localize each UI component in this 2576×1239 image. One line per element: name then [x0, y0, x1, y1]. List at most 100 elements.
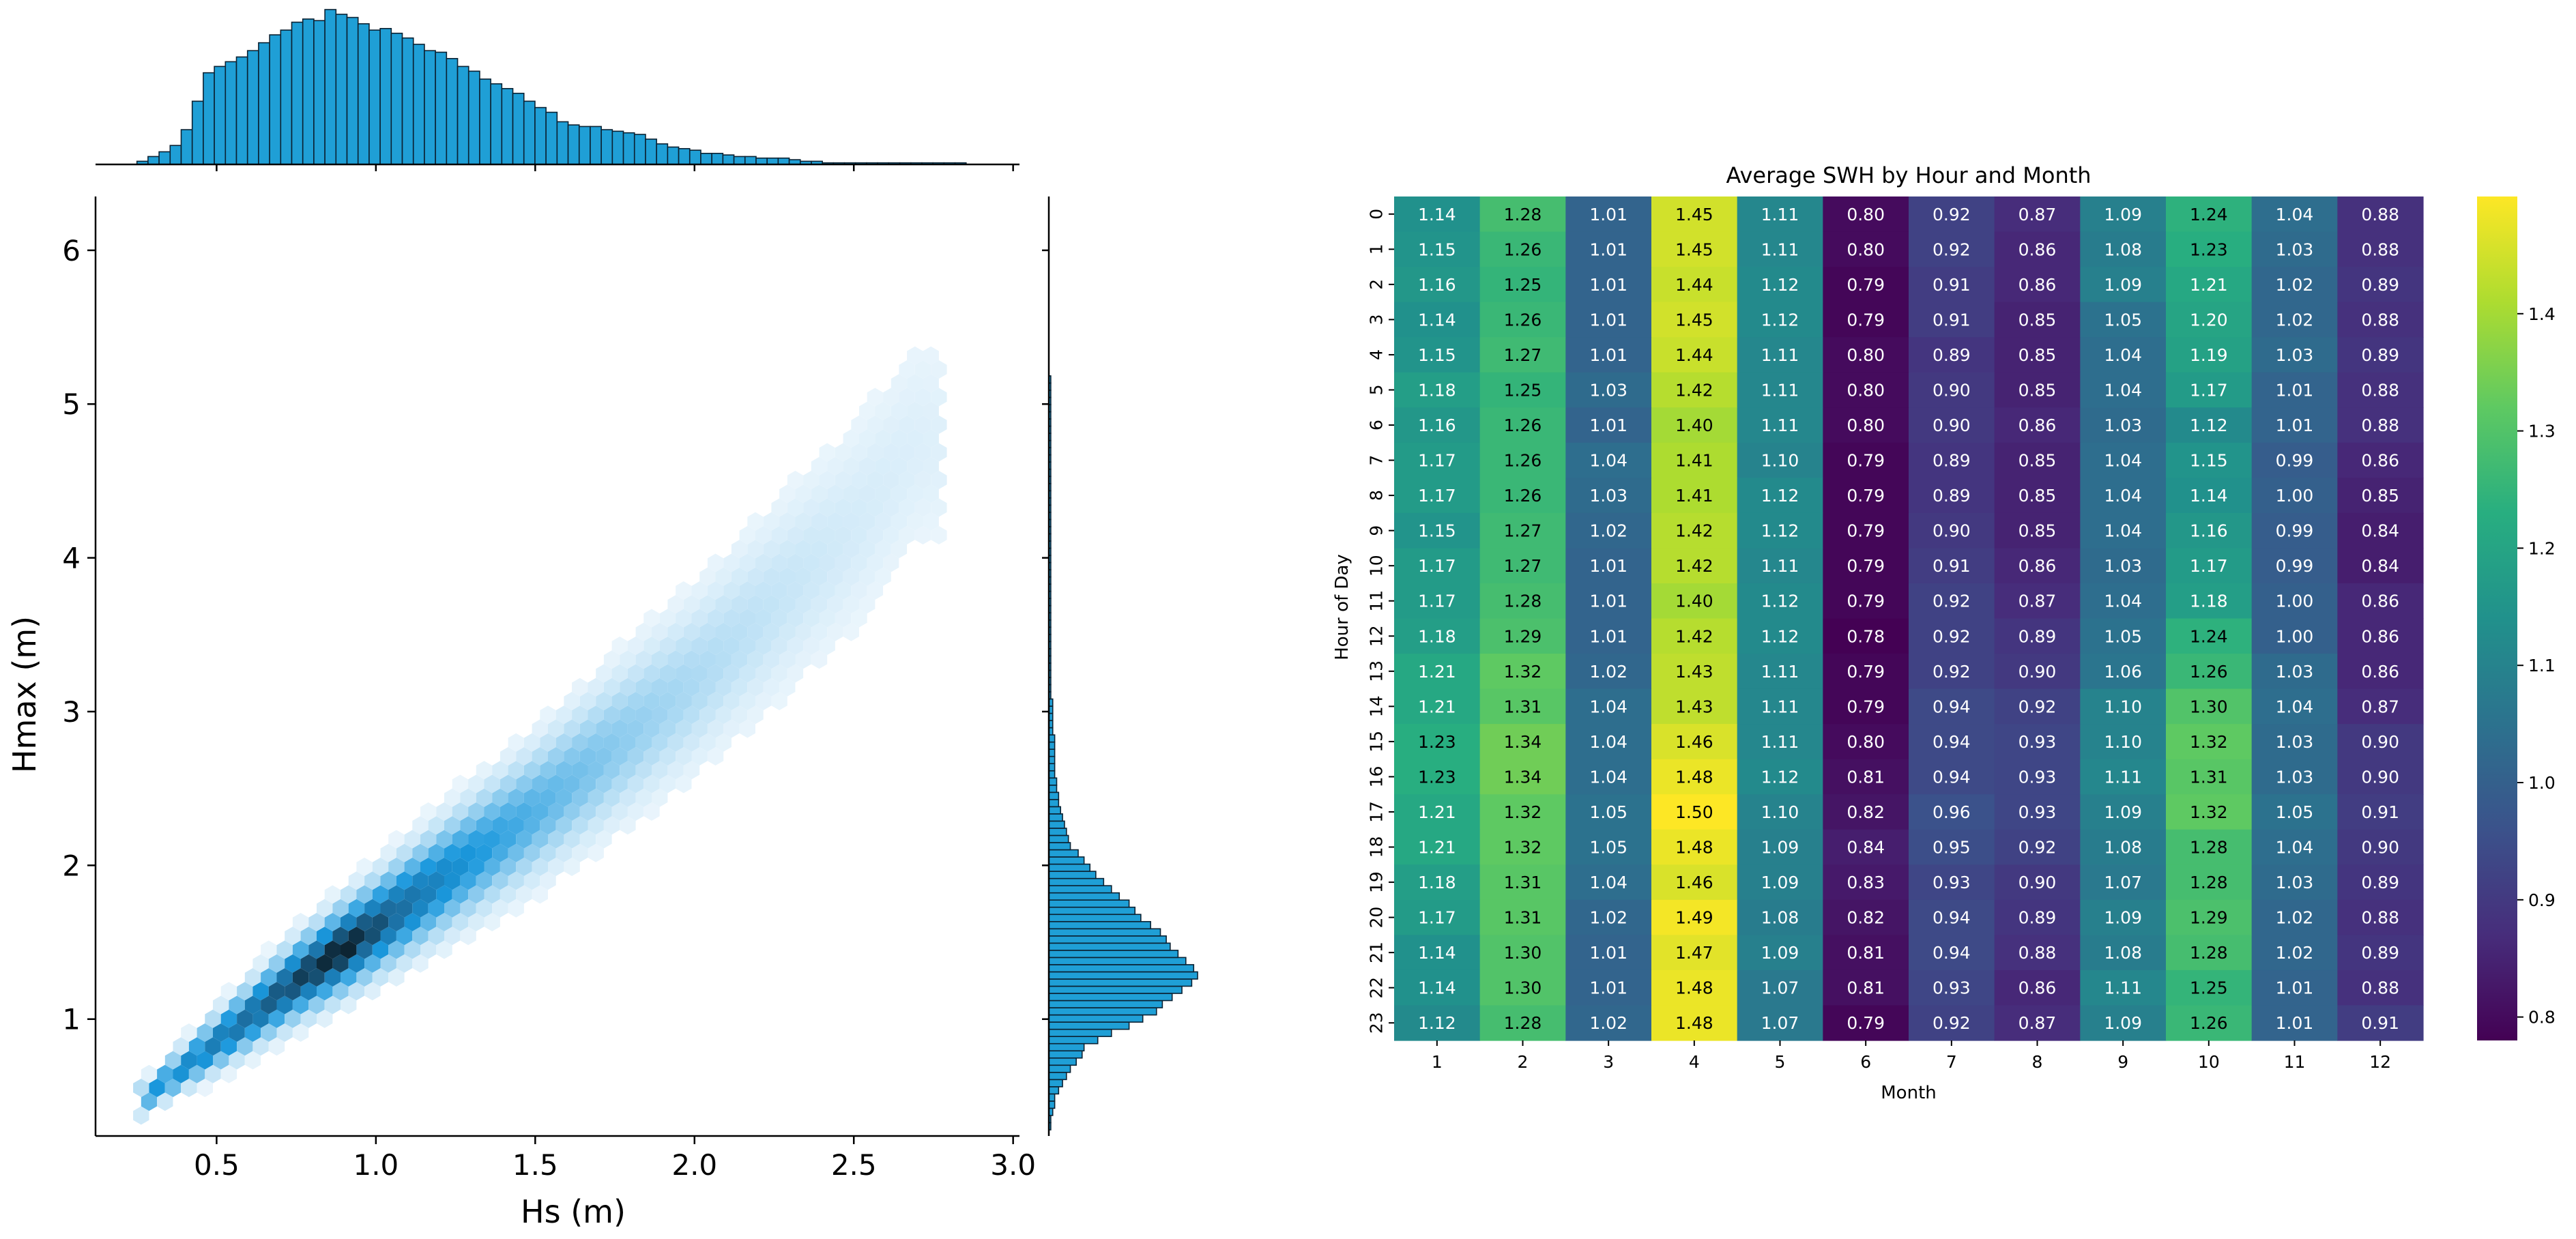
hs-histogram-bar [633, 134, 646, 165]
heatmap-cell-value: 1.03 [2276, 873, 2314, 892]
heatmap-cell [1479, 548, 1566, 584]
hexbin-cell [588, 733, 604, 752]
heatmap-cell-value: 0.79 [1847, 662, 1885, 682]
heatmap-cell [2166, 759, 2253, 795]
hexbin-cell [205, 1009, 221, 1028]
hexbin-cell [468, 885, 484, 904]
heatmap-cell-value: 1.03 [1589, 380, 1627, 400]
hexbin-cell [667, 595, 684, 614]
heatmap-cell [1394, 654, 1481, 690]
heatmap-cell-value: 1.48 [1675, 838, 1713, 858]
heatmap-cell-value: 0.91 [1933, 310, 1971, 330]
heatmap-cell-value: 0.79 [1847, 697, 1885, 716]
hexbin-cell [197, 1051, 213, 1070]
hexbin-cell [396, 871, 413, 890]
heatmap-cell-value: 0.89 [2018, 908, 2057, 928]
heatmap-cell-value: 1.15 [1418, 239, 1456, 259]
hexbin-cell [667, 650, 684, 669]
hexbin-cell [268, 954, 285, 973]
heatmap-cell [2337, 970, 2424, 1006]
heatmap-cell [1479, 407, 1566, 443]
heatmap-cell [1823, 478, 1909, 514]
heatmap-cell-value: 1.49 [1675, 908, 1713, 928]
heatmap-cell [2251, 337, 2338, 373]
hexbin-cell [372, 968, 389, 987]
heatmap-cell [2251, 899, 2338, 935]
heatmap-cell-value: 1.18 [1418, 380, 1456, 400]
heatmap-cell [2080, 442, 2167, 478]
heatmap-cell [2337, 231, 2424, 267]
hexbin-cell [412, 816, 429, 835]
hexbin-cell [923, 456, 939, 476]
hs-histogram-bar [412, 44, 425, 165]
heatmap-cell [1909, 688, 1995, 725]
heatmap-cell-value: 0.90 [2361, 732, 2399, 752]
hexbin-cell [811, 567, 828, 586]
heatmap-cell [1909, 231, 1995, 267]
heatmap-cell-value: 1.09 [2104, 802, 2142, 822]
hexbin-cell [620, 705, 636, 725]
x-tick-label: 2.0 [671, 1148, 717, 1182]
hexbin-cell [923, 512, 939, 531]
heatmap-cell [1909, 935, 1995, 971]
heatmap-cell [2166, 970, 2253, 1006]
hexbin-cell [787, 471, 804, 489]
hexbin-cell [388, 858, 405, 876]
heatmap-cell-value: 0.91 [1933, 275, 1971, 295]
hexbin-cell [747, 567, 764, 586]
heatmap-cell-value: 1.11 [1761, 416, 1799, 435]
heatmap-cell [1994, 337, 2081, 373]
hexbin-cell [851, 581, 867, 600]
hexbin-cell [739, 581, 755, 600]
hexbin-cell [444, 788, 461, 807]
hexbin-cell [428, 899, 444, 918]
heatmap-cell-value: 0.87 [2018, 1013, 2057, 1033]
heatmap-cell-value: 1.16 [1418, 416, 1456, 435]
heatmap-cell-value: 1.45 [1675, 239, 1713, 259]
heatmap-cell-value: 1.40 [1675, 592, 1713, 611]
hexbin-cell [492, 788, 508, 807]
heatmap-cell-value: 1.08 [1761, 908, 1799, 928]
heatmap-cell [1479, 372, 1566, 408]
hexbin-cell [261, 968, 277, 987]
heatmap-x-tick-label: 8 [2032, 1052, 2043, 1072]
heatmap-cell [2166, 829, 2253, 865]
hexbin-cell [867, 581, 884, 600]
heatmap-cell [1479, 337, 1566, 373]
hexbin-cell [428, 843, 444, 862]
heatmap-cell-value: 1.14 [1418, 310, 1456, 330]
heatmap-cell-value: 1.31 [1504, 908, 1542, 928]
hmax-histogram-bar [1048, 1007, 1157, 1016]
heatmap-cell [1994, 618, 2081, 654]
heatmap-cell [2337, 1005, 2424, 1041]
hexbin-cell [420, 830, 437, 849]
heatmap-cell [2080, 1005, 2167, 1041]
heatmap-cell-value: 1.50 [1675, 802, 1713, 822]
heatmap-cell [1565, 864, 1652, 901]
hexbin-cell [436, 858, 452, 876]
heatmap-cell [2080, 196, 2167, 233]
x-tick-label: 1.5 [512, 1148, 558, 1182]
hexbin-cell [229, 995, 245, 1015]
colorbar-tick-label: 1.1 [2528, 656, 2556, 675]
hexbin-cell [676, 774, 692, 793]
hexbin-cell [412, 899, 429, 918]
hmax-histogram-bar [1048, 1043, 1085, 1052]
heatmap-cell [2337, 899, 2424, 935]
hexbin-cell [292, 1023, 309, 1042]
hexbin-cell [428, 927, 444, 946]
heatmap-cell [2337, 442, 2424, 478]
hexbin-cell [476, 788, 493, 807]
heatmap-cell [1994, 478, 2081, 514]
heatmap-cell [2251, 231, 2338, 267]
heatmap-cell-value: 0.85 [2018, 486, 2057, 506]
heatmap-cell [1823, 688, 1909, 725]
heatmap-cell [1565, 899, 1652, 935]
heatmap-cell-value: 0.87 [2361, 697, 2399, 716]
heatmap-cell-value: 1.04 [2104, 521, 2142, 541]
hs-histogram-bar [324, 9, 337, 165]
hexbin-cell [835, 443, 852, 462]
heatmap-cell [1394, 478, 1481, 514]
heatmap-y-tick-label: 11 [1367, 590, 1387, 612]
hexbin-cell [492, 871, 508, 890]
